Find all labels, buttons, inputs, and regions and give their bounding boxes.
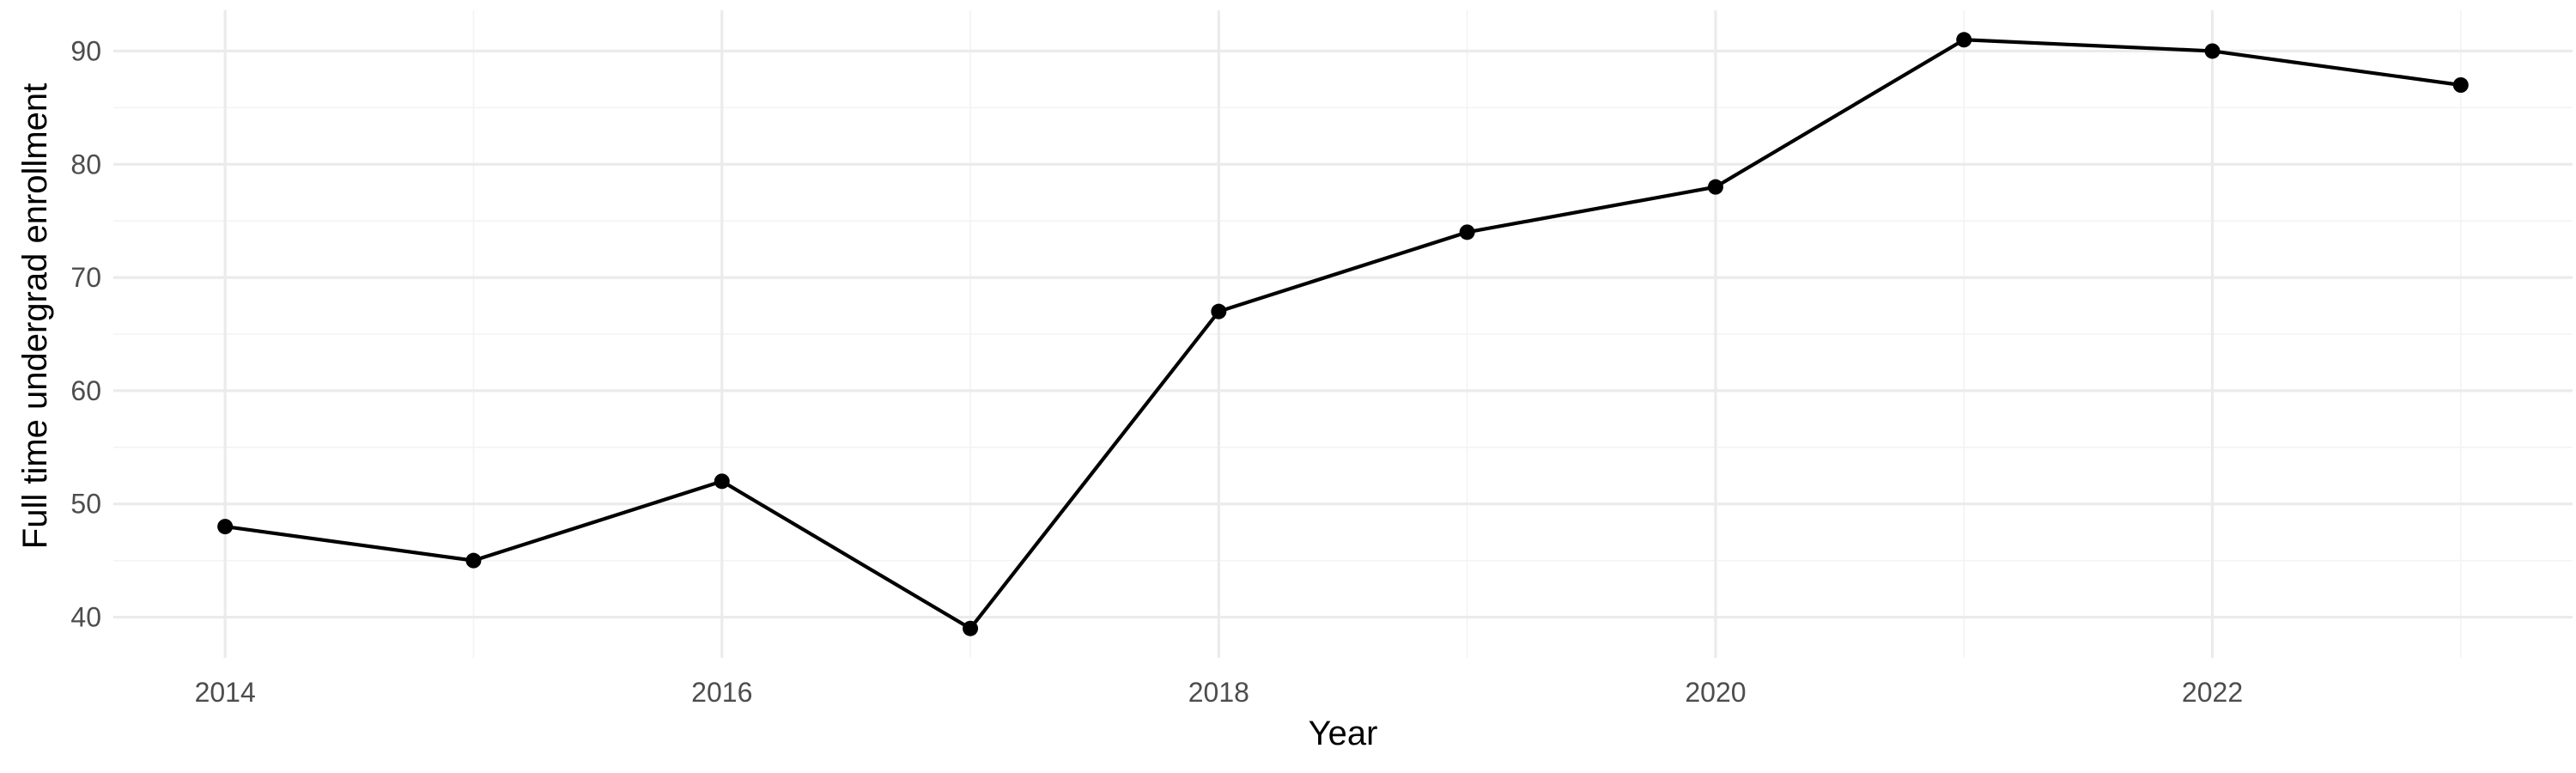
x-tick-label: 2022 [2182, 677, 2243, 708]
y-tick-label: 90 [70, 35, 101, 66]
series-layer [223, 38, 2463, 630]
data-point [963, 620, 979, 636]
data-point [1956, 32, 1972, 48]
x-tick-label: 2018 [1188, 677, 1249, 708]
x-tick-label: 2016 [691, 677, 752, 708]
data-point [1211, 303, 1227, 320]
data-point [1459, 224, 1475, 240]
data-point [1707, 179, 1723, 195]
x-axis-tick-labels: 2014 2016 2018 2020 2022 [195, 677, 2244, 708]
x-tick-label: 2014 [195, 677, 256, 708]
series-line [223, 38, 2463, 630]
major-gridlines [113, 10, 2573, 658]
y-axis-title: Full time undergrad enrollment [16, 83, 54, 549]
y-tick-label: 70 [70, 262, 101, 293]
y-tick-label: 40 [70, 602, 101, 633]
data-point [465, 552, 482, 569]
data-point [2452, 77, 2469, 93]
y-tick-label: 80 [70, 149, 101, 180]
data-points [217, 32, 2469, 636]
data-point [714, 473, 730, 490]
x-tick-label: 2020 [1685, 677, 1746, 708]
data-point [217, 519, 234, 535]
y-tick-label: 50 [70, 489, 101, 520]
y-axis-tick-labels: 40 50 60 70 80 90 [70, 35, 101, 632]
data-point [2204, 43, 2221, 59]
y-tick-label: 60 [70, 375, 101, 406]
minor-gridlines [113, 10, 2573, 658]
x-axis-title: Year [1309, 715, 1378, 752]
